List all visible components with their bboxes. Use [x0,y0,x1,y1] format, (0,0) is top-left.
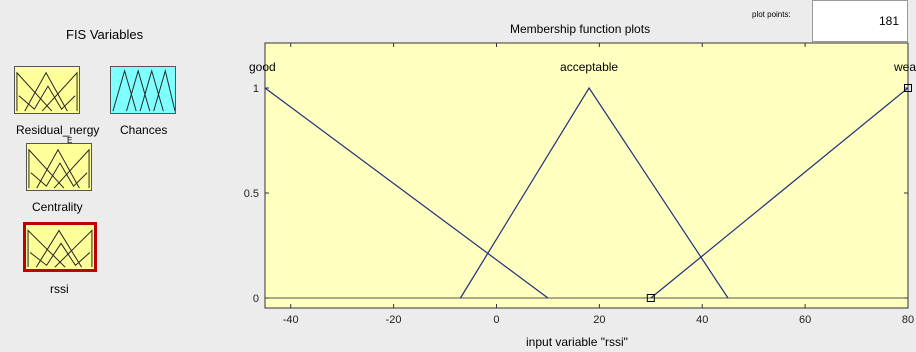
mf-label-good: good [249,60,276,74]
x-tick-label: 60 [799,314,811,326]
x-tick-label: 40 [696,314,708,326]
y-tick-label: 0.5 [244,188,259,200]
mf-label-acceptable: acceptable [560,60,618,74]
mf-line-good [264,87,549,299]
mf-point-marker [904,84,912,92]
mf-point-marker [646,294,655,302]
y-tick-label: 1 [253,83,259,95]
y-tick-label: 0 [253,293,259,305]
x-axis-label: input variable "rssi" [526,335,628,349]
plot-points-input[interactable] [812,0,908,42]
fis-var-label-residual-energy: Residual_nergy E [16,123,100,145]
fis-var-chances[interactable] [110,66,176,114]
x-tick-label: 20 [593,314,605,326]
membership-thumb-icon [112,68,175,112]
fis-variables-title: FIS Variables [66,27,144,42]
mf-line-acceptable [459,86,729,299]
fis-var-label-chances: Chances [120,123,168,137]
mf-label-wea: wea [893,60,916,74]
plot-area [264,42,909,309]
x-tick-label: 0 [493,314,499,326]
x-tick-label: 80 [902,314,914,326]
fis-var-residual-energy[interactable] [14,66,80,114]
membership-thumb-icon [27,229,93,268]
fis-var-rssi[interactable] [23,222,97,272]
membership-function-plots-title: Membership function plots [510,22,651,36]
plot-points-label: plot points: [752,10,791,19]
fis-var-label-rssi: rssi [50,282,69,296]
fis-var-label-centrality: Centrality [32,200,83,214]
mf-line-wea [650,87,909,299]
x-tick-label: -20 [386,314,402,326]
fis-var-centrality[interactable] [26,143,92,191]
membership-thumb-icon [28,148,90,189]
x-tick-label: -40 [283,314,299,326]
membership-thumb-icon [16,71,78,112]
